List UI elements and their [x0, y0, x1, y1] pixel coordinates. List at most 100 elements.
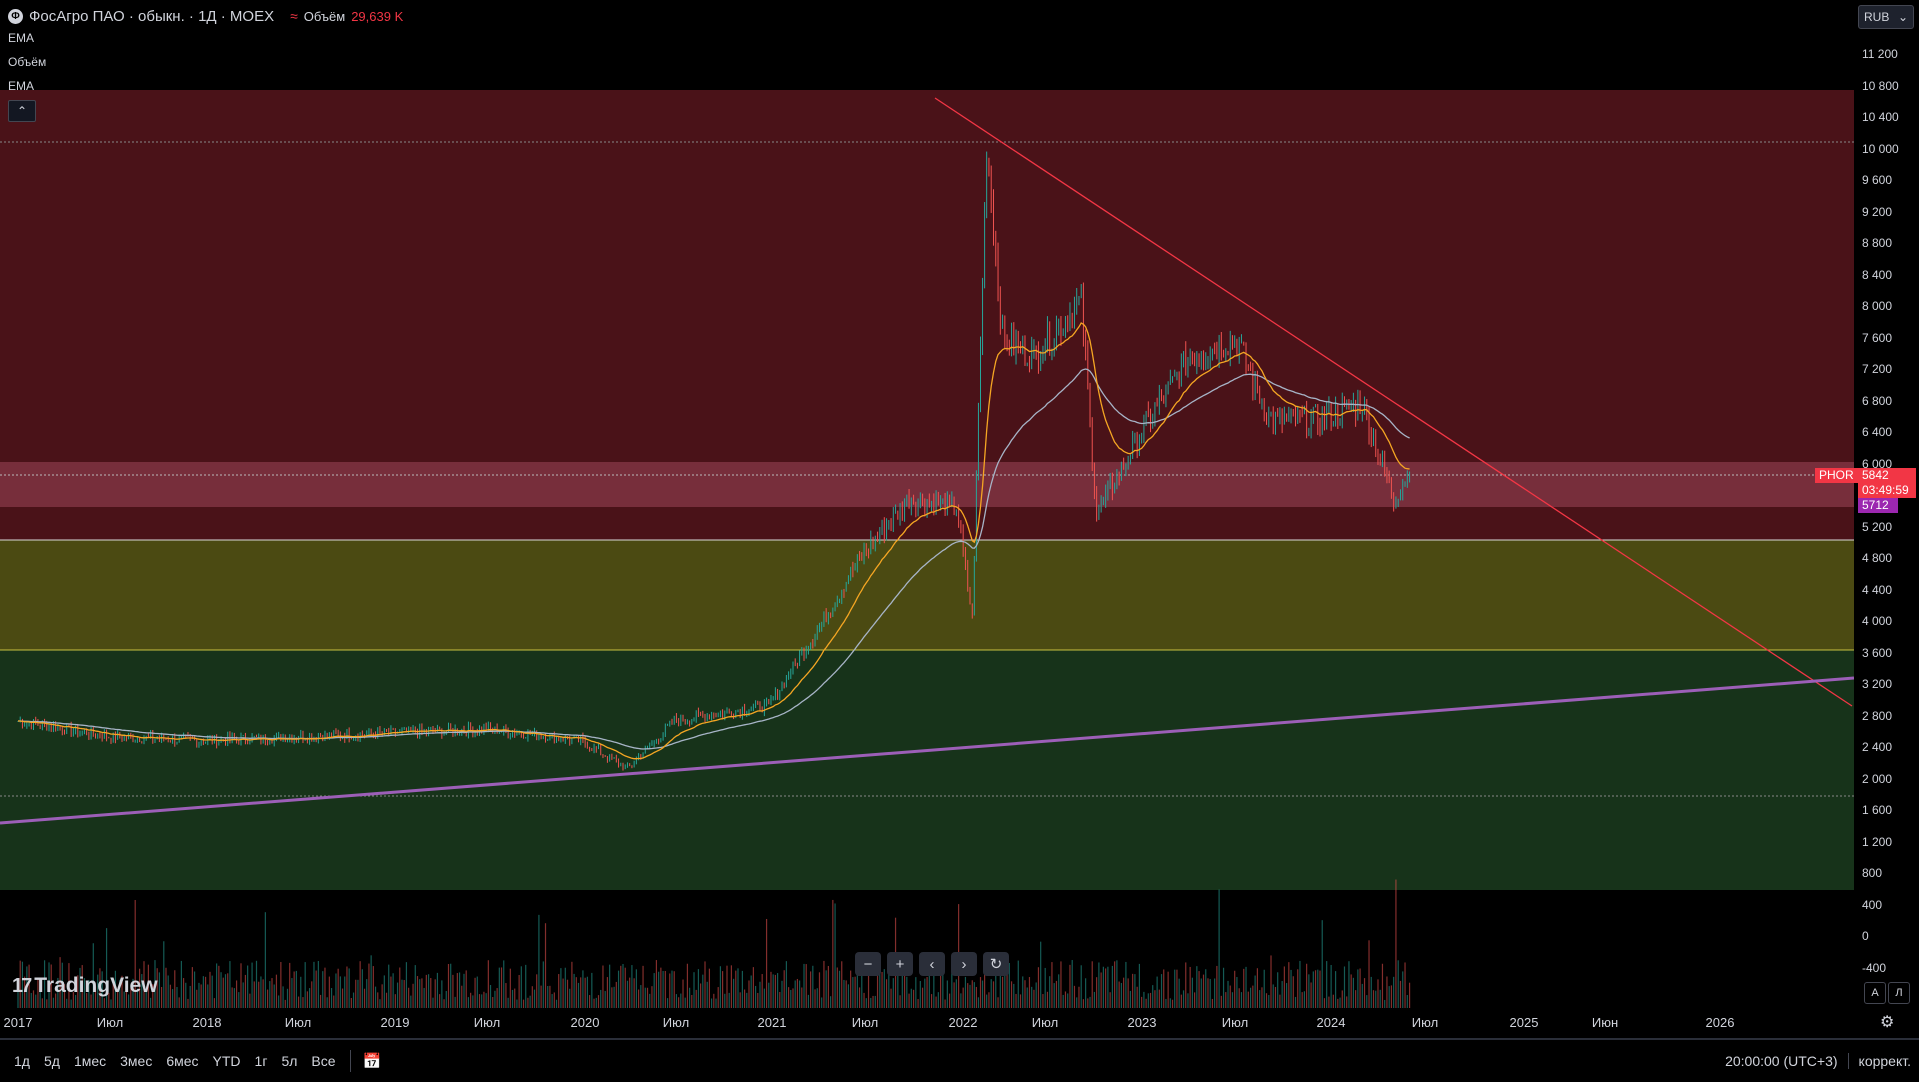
volume-bar — [97, 974, 99, 1008]
volume-bar — [423, 987, 425, 1008]
volume-bar — [152, 984, 154, 1008]
timeframe-3m[interactable]: 3мес — [120, 1053, 153, 1069]
collapse-legend-button[interactable]: ⌃ — [8, 100, 36, 122]
price-tick: -400 — [1862, 960, 1887, 975]
log-scale-button[interactable]: Л — [1888, 982, 1910, 1004]
volume-bar — [39, 979, 41, 1008]
zoom-out-button[interactable]: − — [855, 952, 881, 976]
price-tick: 6 000 — [1862, 456, 1893, 471]
volume-bar — [660, 967, 662, 1008]
volume-bar — [72, 992, 74, 1008]
session-clock[interactable]: 20:00:00 (UTC+3) — [1725, 1053, 1838, 1069]
volume-bar — [330, 988, 333, 1008]
volume-bar — [264, 912, 266, 1008]
volume-bar — [1071, 960, 1073, 1008]
volume-bar — [233, 988, 235, 1008]
auto-scale-button[interactable]: A — [1864, 982, 1886, 1004]
timeframe-ytd[interactable]: YTD — [212, 1053, 241, 1069]
volume-bar — [1067, 993, 1069, 1008]
volume-bar — [807, 994, 810, 1008]
volume-bar — [1069, 964, 1071, 1008]
volume-bar — [1152, 985, 1154, 1008]
volume-bar — [158, 972, 160, 1008]
volume-bar — [620, 965, 622, 1008]
volume-bar — [1189, 966, 1191, 1008]
symbol-title[interactable]: ФосАгро ПАО · обыкн. · 1Д · MOEX — [29, 7, 275, 25]
adjust-toggle[interactable]: коррект. — [1847, 1053, 1911, 1069]
volume-bar — [1216, 965, 1218, 1008]
price-tick: 6 800 — [1862, 393, 1893, 408]
volume-bar — [560, 968, 562, 1008]
zoom-in-button[interactable]: + — [887, 952, 913, 976]
volume-bar — [348, 968, 350, 1008]
volume-bar — [198, 982, 200, 1008]
volume-bar — [876, 967, 879, 1008]
volume-bar — [1301, 992, 1303, 1008]
timeframe-1m[interactable]: 1мес — [73, 1053, 107, 1069]
volume-bar — [1198, 971, 1200, 1008]
volume-bar — [121, 975, 123, 1008]
volume-bar — [163, 941, 165, 1008]
volume-bar — [558, 974, 560, 1008]
volume-bar — [1194, 992, 1196, 1008]
timeframe-5y[interactable]: 5л — [281, 1053, 298, 1069]
calendar-icon[interactable]: 📅 — [362, 1053, 382, 1070]
volume-bar — [651, 986, 653, 1008]
volume-bar — [600, 989, 602, 1008]
reset-chart-button[interactable]: ↻ — [983, 952, 1009, 976]
volume-bar — [434, 979, 436, 1008]
volume-bar — [379, 999, 381, 1008]
volume-bar — [1035, 982, 1037, 1008]
volume-bar — [973, 982, 975, 1008]
indicator-ema-1[interactable]: EMA — [8, 31, 35, 45]
volume-bar — [341, 988, 344, 1008]
volume-bar — [463, 973, 465, 1008]
indicator-ema-2[interactable]: EMA — [8, 79, 35, 93]
volume-bar — [169, 984, 171, 1008]
volume-bar — [830, 996, 832, 1008]
volume-bar — [1368, 940, 1370, 1008]
volume-bar — [1317, 969, 1319, 1008]
symbol-row[interactable]: Ф ФосАгро ПАО · обыкн. · 1Д · MOEX ≈ Объ… — [8, 6, 403, 26]
timeframe-1y[interactable]: 1г — [254, 1053, 268, 1069]
volume-bar — [1015, 993, 1017, 1008]
scroll-right-button[interactable]: › — [951, 952, 977, 976]
timeframe-1d[interactable]: 1д — [14, 1053, 30, 1069]
volume-bar — [1268, 995, 1270, 1008]
volume-bar — [368, 963, 370, 1008]
volume-bar — [1348, 961, 1350, 1008]
volume-bar — [761, 974, 763, 1008]
volume-bar — [617, 970, 620, 1008]
volume-bar — [300, 976, 302, 1008]
volume-bar — [262, 979, 264, 1008]
volume-bar — [1231, 992, 1234, 1008]
volume-bar — [890, 988, 892, 1008]
gear-icon[interactable]: ⚙ — [1880, 1014, 1895, 1031]
volume-bar — [604, 991, 606, 1008]
volume-bar — [845, 980, 847, 1008]
volume-bar — [955, 979, 957, 1008]
indicator-volume[interactable]: Объём — [8, 55, 47, 69]
volume-bar — [852, 977, 854, 1008]
timeframe-5d[interactable]: 5д — [43, 1053, 60, 1069]
volume-bar — [816, 988, 818, 1008]
timeframe-6m[interactable]: 6мес — [166, 1053, 199, 1069]
volume-bar — [669, 973, 671, 1008]
volume-bar — [1381, 963, 1384, 1008]
scroll-left-button[interactable]: ‹ — [919, 952, 945, 976]
volume-bar — [622, 964, 624, 1008]
volume-bar — [615, 981, 617, 1008]
volume-bar — [481, 994, 483, 1008]
volume-bar — [967, 983, 969, 1008]
price-chart[interactable] — [0, 0, 1854, 1012]
volume-bar — [759, 981, 761, 1008]
price-tick: 10 400 — [1862, 110, 1899, 124]
volume-bar — [611, 987, 613, 1008]
timeframe-all[interactable]: Все — [311, 1053, 336, 1069]
volume-bar — [794, 980, 796, 1008]
volume-bar — [1196, 966, 1198, 1008]
volume-bar — [1053, 983, 1055, 1008]
tradingview-logo[interactable]: 17 TradingView — [12, 974, 158, 998]
volume-bar — [702, 974, 704, 1008]
currency-selector[interactable]: RUB ⌄ — [1858, 5, 1914, 29]
